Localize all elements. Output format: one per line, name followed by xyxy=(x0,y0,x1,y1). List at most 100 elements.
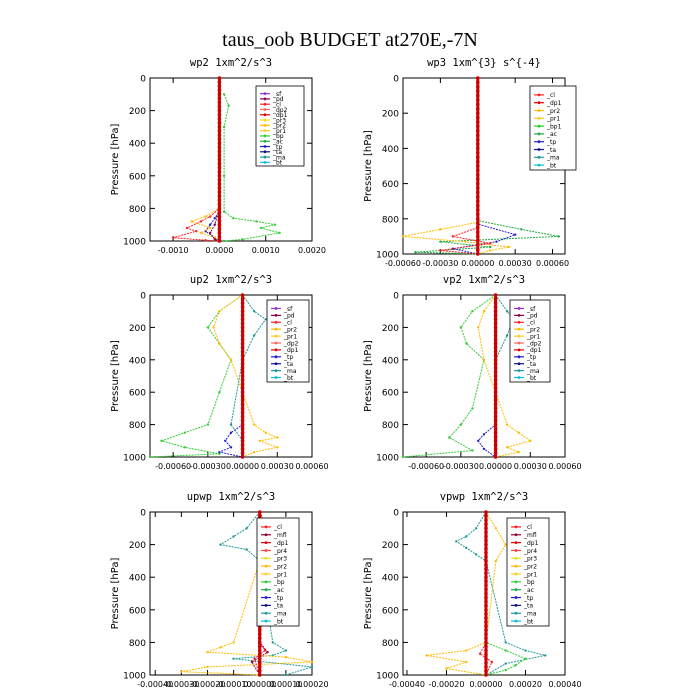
series-point-ma xyxy=(245,548,248,551)
series-point-cl xyxy=(208,215,212,218)
series-point-res xyxy=(484,575,488,579)
series-point-tp xyxy=(213,216,216,220)
plot-frame xyxy=(149,77,313,242)
series-point-res xyxy=(475,234,480,239)
legend-label: _bt xyxy=(546,162,557,169)
y-tick-label: 200 xyxy=(382,324,399,334)
series-point-ma xyxy=(474,553,478,556)
y-tick-label: 0 xyxy=(140,292,146,302)
series-point-bp xyxy=(241,238,244,241)
y-tick-label: 1000 xyxy=(123,672,146,682)
x-tick-label: -0.00020 xyxy=(189,680,225,689)
legend-label: _ta xyxy=(273,603,283,610)
series-point-res xyxy=(475,181,480,186)
series-point-ma xyxy=(544,654,547,657)
legend-label: _dp1 xyxy=(283,347,299,354)
series-point-res xyxy=(493,439,498,443)
y-tick-label: 1000 xyxy=(123,238,146,248)
series-point-cl xyxy=(439,249,442,252)
series-point-res xyxy=(493,317,498,322)
chart-panel-3: up2 1xm^2/s^3 Pressure [hPa] 0 200 400 600 800… xyxy=(110,274,329,471)
series-point-ma xyxy=(264,318,267,321)
series-point-res xyxy=(475,173,480,177)
legend-label: _pr2 xyxy=(283,326,297,333)
legend-marker-pr2 xyxy=(514,564,518,568)
legend-marker-bt xyxy=(274,376,278,379)
series-point-cl xyxy=(489,242,492,245)
series-point-res xyxy=(484,620,488,624)
x-tick-label: -0.00040 xyxy=(137,680,173,689)
y-tick-label: 800 xyxy=(382,215,399,225)
legend-marker-pr2 xyxy=(264,564,268,568)
series-point-res xyxy=(484,660,488,665)
legend-label: _tp xyxy=(283,354,293,361)
legend-marker-cl xyxy=(263,102,267,106)
series-point-pr2 xyxy=(206,665,209,669)
legend-marker-ta xyxy=(274,362,278,366)
y-tick-label: 0 xyxy=(393,509,399,519)
legend-label: _ta xyxy=(272,149,282,156)
series-point-res xyxy=(217,182,222,186)
legend-label: _cl xyxy=(272,102,281,109)
legend-label: _bt xyxy=(526,375,537,382)
series-point-tp xyxy=(477,439,480,442)
legend-label: _pr2 xyxy=(272,123,286,130)
series-point-ma xyxy=(465,546,468,550)
series-point-res xyxy=(475,243,480,247)
series-point-res xyxy=(217,88,222,93)
series-point-res xyxy=(484,550,488,555)
series-point-mfl xyxy=(266,650,269,654)
series-point-res xyxy=(484,567,488,571)
x-tick-label: -0.00030 xyxy=(190,462,226,471)
series-point-res xyxy=(484,636,488,641)
series-point-tp xyxy=(229,431,233,434)
series-point-res xyxy=(493,297,498,301)
series-point-res xyxy=(257,632,262,637)
series-point-ma xyxy=(252,310,256,313)
series-point-ma xyxy=(505,334,509,337)
series-point-bp xyxy=(504,649,507,652)
series-point-res xyxy=(257,652,262,657)
series-point-res xyxy=(217,112,222,117)
y-axis-label: Pressure [hPa] xyxy=(110,558,121,630)
series-point-res xyxy=(475,221,480,225)
legend-marker-cl xyxy=(274,320,278,324)
series-point-res xyxy=(484,583,488,588)
series-point-res xyxy=(240,378,245,382)
series-point-res xyxy=(493,406,498,411)
legend-label: _ma xyxy=(283,368,297,375)
series-point-pd xyxy=(213,238,216,241)
legend-marker-mfl xyxy=(264,533,268,537)
y-tick-label: 600 xyxy=(129,606,146,616)
series-point-res xyxy=(217,214,222,219)
series-point-cl xyxy=(478,652,482,656)
legend-marker-tp xyxy=(264,596,268,599)
legend-marker-ta xyxy=(514,603,518,607)
series-point-res xyxy=(493,398,498,403)
series-point-ma xyxy=(219,543,222,546)
legend-marker-ac xyxy=(537,132,541,136)
series-point-res xyxy=(217,202,222,207)
legend-marker-dp1 xyxy=(263,113,267,117)
series-point-bp xyxy=(183,446,186,449)
series-point-tp xyxy=(218,450,221,454)
series-point-cl xyxy=(253,657,256,660)
y-tick-label: 200 xyxy=(382,541,399,551)
series-point-bp xyxy=(206,423,210,426)
x-tick-label: 0.00030 xyxy=(514,462,547,471)
series-point-pr2 xyxy=(504,543,507,546)
series-point-pr2 xyxy=(252,450,256,454)
series-point-res xyxy=(493,321,498,326)
series-point-res xyxy=(475,129,480,133)
series-point-ac xyxy=(557,235,560,238)
series-point-res xyxy=(493,325,498,330)
series-point-res xyxy=(475,195,480,199)
series-point-res xyxy=(484,546,488,551)
series-point-res xyxy=(217,137,222,141)
series-point-res xyxy=(240,451,245,455)
series-point-tp xyxy=(229,446,233,449)
series-point-res xyxy=(240,305,245,309)
series-point-res xyxy=(217,96,222,101)
series-point-pr2 xyxy=(517,450,520,454)
series-point-res xyxy=(240,362,245,366)
